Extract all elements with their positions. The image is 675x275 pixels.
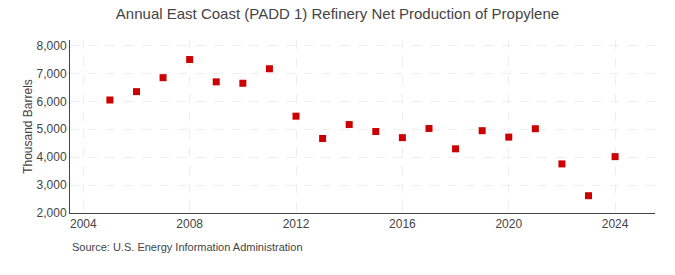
svg-text:8,000: 8,000 xyxy=(37,39,67,53)
svg-text:6,000: 6,000 xyxy=(37,95,67,109)
svg-text:4,000: 4,000 xyxy=(37,150,67,164)
svg-text:2008: 2008 xyxy=(176,217,203,231)
svg-text:2012: 2012 xyxy=(283,217,310,231)
svg-text:2004: 2004 xyxy=(70,217,97,231)
svg-text:5,000: 5,000 xyxy=(37,122,67,136)
svg-text:2,000: 2,000 xyxy=(37,206,67,220)
svg-text:Source: U.S. Energy Informatio: Source: U.S. Energy Information Administ… xyxy=(72,241,303,253)
svg-text:Annual East Coast (PADD 1) Ref: Annual East Coast (PADD 1) Refinery Net … xyxy=(116,5,559,22)
svg-text:2024: 2024 xyxy=(602,217,629,231)
svg-text:Thousand Barrels: Thousand Barrels xyxy=(21,79,35,174)
svg-text:2016: 2016 xyxy=(389,217,416,231)
svg-text:2020: 2020 xyxy=(495,217,522,231)
svg-text:3,000: 3,000 xyxy=(37,178,67,192)
svg-text:7,000: 7,000 xyxy=(37,67,67,81)
